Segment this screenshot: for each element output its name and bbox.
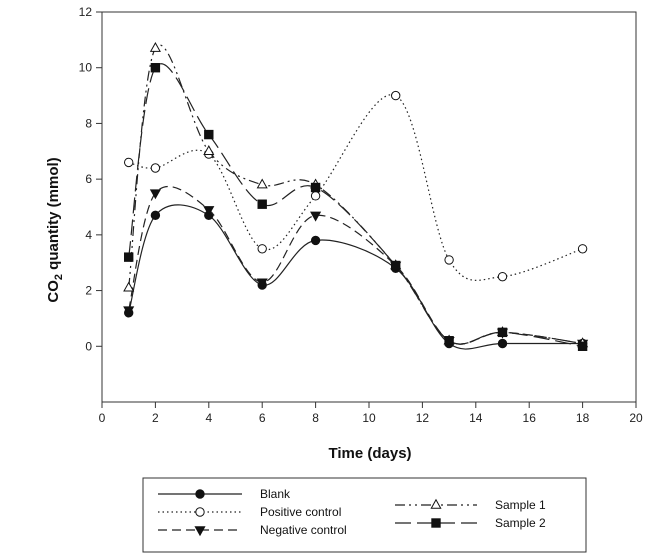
data-point <box>310 191 321 201</box>
x-tick-label: 20 <box>629 411 643 425</box>
data-point <box>204 129 214 140</box>
data-point <box>150 163 161 173</box>
series-line <box>128 186 583 345</box>
series-line <box>128 94 583 281</box>
series-negative-control <box>123 186 589 350</box>
x-tick-label: 6 <box>259 411 266 425</box>
y-axis-title-rest: quantity (mmol) <box>45 157 62 274</box>
legend-box <box>142 477 587 553</box>
data-point <box>444 255 454 265</box>
legend-marker <box>195 507 205 517</box>
data-point <box>149 41 161 52</box>
data-point <box>257 199 267 209</box>
series-blank <box>124 204 588 350</box>
data-point <box>391 260 401 271</box>
data-point <box>124 157 134 168</box>
y-axis-title-subscript: 2 <box>53 274 65 280</box>
data-point <box>497 338 508 349</box>
legend-marker <box>431 518 441 528</box>
x-tick-label: 10 <box>362 411 376 425</box>
series-group <box>123 41 589 351</box>
series-sample-2 <box>124 63 588 351</box>
series-line <box>128 204 583 350</box>
data-point <box>257 244 267 254</box>
series-sample-1 <box>123 41 589 348</box>
data-point <box>150 63 161 73</box>
y-tick-label: 10 <box>79 61 93 75</box>
legend: Blank Positive control Negative control Sam… <box>142 477 587 553</box>
y-axis-ticks: 0 2 4 6 8 10 12 <box>79 5 102 353</box>
legend-item: Sample 1 <box>395 498 546 512</box>
legend-label: Positive control <box>260 505 341 519</box>
data-point <box>391 90 401 101</box>
y-tick-label: 0 <box>85 339 92 353</box>
series-positive-control <box>124 90 588 282</box>
data-point <box>149 189 161 200</box>
data-point <box>577 341 588 351</box>
data-point <box>310 182 321 193</box>
x-tick-label: 12 <box>416 411 430 425</box>
legend-item: Negative control <box>158 523 347 537</box>
legend-marker <box>430 498 442 509</box>
data-point <box>497 327 508 338</box>
y-tick-label: 4 <box>85 228 92 242</box>
legend-label: Blank <box>260 487 291 501</box>
data-point <box>256 278 268 289</box>
data-point <box>256 178 268 189</box>
x-axis-title: Time (days) <box>328 445 411 462</box>
y-tick-label: 8 <box>85 116 92 130</box>
legend-label: Sample 2 <box>495 516 546 530</box>
data-point <box>310 235 321 246</box>
legend-item: Sample 2 <box>395 516 546 530</box>
x-tick-label: 16 <box>523 411 537 425</box>
legend-label: Sample 1 <box>495 498 546 512</box>
series-line <box>128 63 583 347</box>
legend-marker <box>194 526 206 537</box>
x-tick-label: 4 <box>205 411 212 425</box>
y-axis-title: CO2 quantity (mmol) <box>45 157 65 302</box>
y-tick-label: 12 <box>79 5 93 19</box>
data-point <box>444 336 454 346</box>
data-point <box>123 306 135 317</box>
data-point <box>310 211 322 222</box>
legend-item: Positive control <box>158 505 341 519</box>
data-point <box>150 210 161 221</box>
data-point <box>497 271 508 282</box>
x-tick-label: 2 <box>152 411 159 425</box>
series-line <box>128 44 583 345</box>
legend-marker <box>195 489 205 499</box>
x-tick-label: 8 <box>312 411 319 425</box>
x-tick-label: 18 <box>576 411 590 425</box>
data-point <box>124 252 134 262</box>
y-tick-label: 2 <box>85 284 92 298</box>
y-axis-title-co: CO <box>45 280 62 303</box>
data-point <box>203 145 215 155</box>
data-point <box>577 244 588 254</box>
y-tick-label: 6 <box>85 172 92 186</box>
legend-label: Negative control <box>260 523 347 537</box>
x-tick-label: 0 <box>99 411 106 425</box>
x-axis-ticks: 0 2 4 6 8 10 12 14 16 18 20 <box>99 402 643 425</box>
data-point <box>123 281 135 292</box>
x-tick-label: 14 <box>469 411 483 425</box>
data-point <box>203 206 215 217</box>
legend-item: Blank <box>158 487 291 501</box>
